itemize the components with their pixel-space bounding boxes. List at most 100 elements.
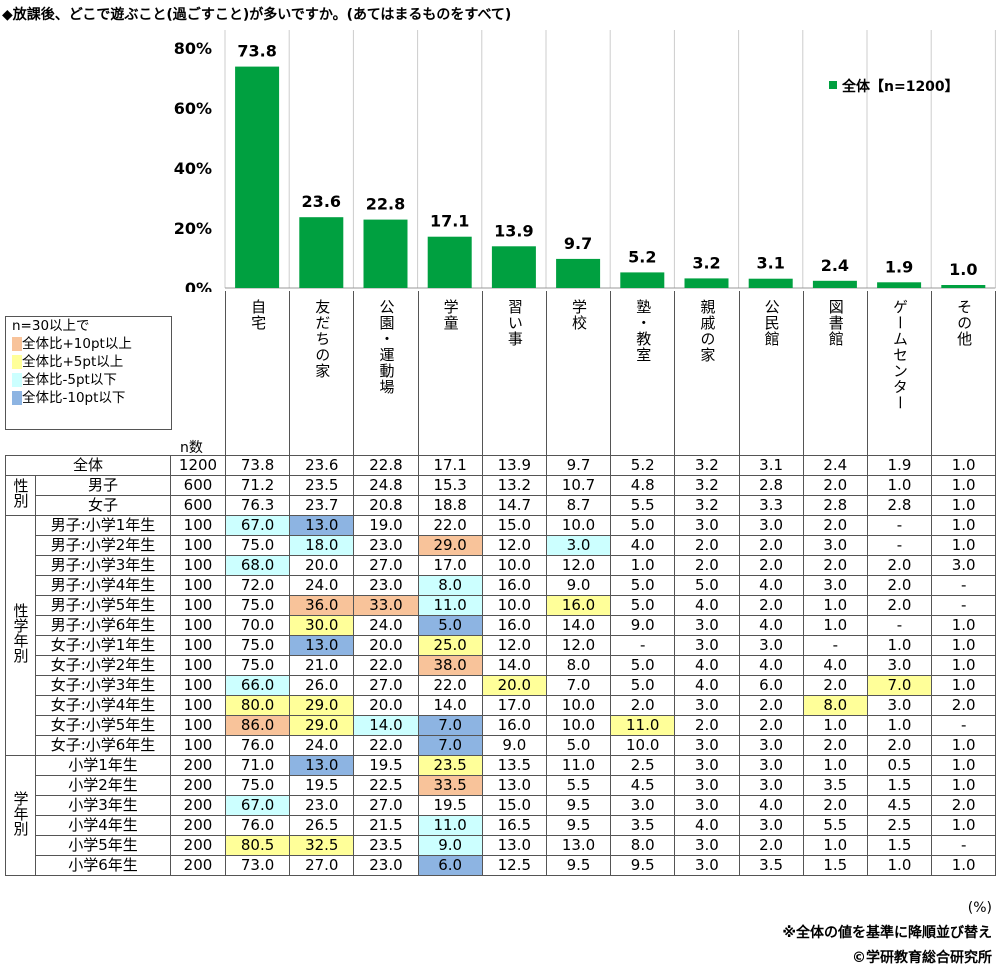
value-cell: 10.0 <box>481 595 547 616</box>
value-cell: 15.3 <box>417 475 483 496</box>
row-label: 女子:小学4年生 <box>35 695 171 716</box>
value-cell: 2.8 <box>802 495 868 516</box>
column-header-label: 習い事 <box>505 299 524 347</box>
value-cell: 10.0 <box>545 715 612 736</box>
value-cell: 25.0 <box>417 635 483 656</box>
value-cell: 7.0 <box>866 675 933 696</box>
value-cell: 16.0 <box>545 595 612 616</box>
value-cell: 1.0 <box>931 635 997 656</box>
value-cell: 7.0 <box>417 715 483 736</box>
row-label: 男子:小学6年生 <box>35 615 171 636</box>
crosstab-table: 自宅 友だちの家 公園・運動場 学童 習い事 学校 塾・教室 親戚の家 公民館 図書館 ゲームセンタ… <box>5 291 997 876</box>
legend-item-label: 全体比+5pt以上 <box>22 354 124 370</box>
value-cell: 1.0 <box>931 495 997 516</box>
value-cell: 1.0 <box>866 855 933 876</box>
row-label: 男子:小学5年生 <box>35 595 171 616</box>
value-cell: 4.0 <box>738 575 804 596</box>
y-tick-label: 20% <box>174 219 212 238</box>
n-count: 100 <box>170 615 226 636</box>
value-cell: 2.0 <box>931 795 997 816</box>
y-tick-label: 0% <box>185 279 212 292</box>
bar-value-label: 3.1 <box>757 254 785 273</box>
value-cell: 13.0 <box>481 835 547 856</box>
value-cell: 3.2 <box>674 495 740 516</box>
value-cell: 3.0 <box>802 535 868 556</box>
value-cell: 13.0 <box>481 775 547 796</box>
value-cell: 67.0 <box>224 515 291 536</box>
value-cell: 9.5 <box>545 815 612 836</box>
n-count: 600 <box>170 475 226 496</box>
value-cell: 5.0 <box>545 735 612 756</box>
value-cell: 4.0 <box>802 655 868 676</box>
value-cell: 33.5 <box>417 775 483 796</box>
bar-value-label: 5.2 <box>628 247 656 266</box>
row-label: 男子:小学2年生 <box>35 535 171 556</box>
value-cell: - <box>866 535 933 556</box>
value-cell: 4.0 <box>738 795 804 816</box>
table-row: 女子 600 76.3 23.7 20.8 18.8 14.7 8.7 5.5 3.2 3.3 2.8… <box>6 495 997 516</box>
value-cell: 1.0 <box>931 815 997 836</box>
value-cell: 10.0 <box>481 555 547 576</box>
value-cell: 6.0 <box>417 855 483 876</box>
n-count: 100 <box>170 635 226 656</box>
value-cell: - <box>931 835 997 856</box>
value-cell: 86.0 <box>224 715 291 736</box>
value-cell: 1.0 <box>931 455 997 476</box>
value-cell: 3.0 <box>738 815 804 836</box>
value-cell: 2.0 <box>738 595 804 616</box>
y-tick-label: 60% <box>174 99 212 118</box>
value-cell: 12.0 <box>481 535 547 556</box>
value-cell: 68.0 <box>224 555 291 576</box>
row-label: 女子:小学2年生 <box>35 655 171 676</box>
bar-図書館 <box>812 280 857 288</box>
n-count: 100 <box>170 675 226 696</box>
bar-塾・教室 <box>620 272 665 288</box>
row-label: 女子:小学1年生 <box>35 635 171 656</box>
value-cell: 15.0 <box>481 795 547 816</box>
value-cell: 23.0 <box>353 855 419 876</box>
value-cell: 3.2 <box>674 455 740 476</box>
value-cell: 75.0 <box>224 535 291 556</box>
bar-公民館 <box>748 278 793 288</box>
value-cell: 20.0 <box>353 635 419 656</box>
value-cell: 3.0 <box>738 735 804 756</box>
table-row: 小学6年生 200 73.0 27.0 23.0 6.0 12.5 9.5 9.5 3.0 3.5 1… <box>6 855 997 876</box>
value-cell: 27.0 <box>353 555 419 576</box>
table-row: 男子:小学2年生 100 75.0 18.0 23.0 29.0 12.0 3.0 4.0 2.0… <box>6 535 997 556</box>
n-count: 200 <box>170 835 226 856</box>
value-cell: 3.0 <box>674 835 740 856</box>
value-cell: 18.8 <box>417 495 483 516</box>
bar-習い事 <box>491 246 536 288</box>
value-cell: 23.0 <box>353 535 419 556</box>
value-cell: 3.0 <box>674 735 740 756</box>
column-header: 学童 <box>417 291 483 456</box>
value-cell: 2.0 <box>738 715 804 736</box>
legend-label: 全体【n=1200】 <box>841 78 959 95</box>
value-cell: 71.2 <box>224 475 291 496</box>
value-cell: 15.0 <box>481 515 547 536</box>
column-header: ゲームセンター <box>866 291 933 456</box>
bar-value-label: 1.0 <box>949 260 977 279</box>
value-cell: 3.0 <box>931 555 997 576</box>
row-label: 女子:小学6年生 <box>35 735 171 756</box>
column-header: 図書館 <box>802 291 868 456</box>
value-cell: 8.0 <box>610 835 676 856</box>
legend-item: 全体比+10pt以上 <box>6 335 171 353</box>
value-cell: 13.0 <box>289 635 355 656</box>
value-cell: 2.5 <box>866 815 933 836</box>
value-cell: 27.0 <box>289 855 355 876</box>
value-cell: 12.0 <box>545 635 612 656</box>
row-label: 男子 <box>35 475 171 496</box>
value-cell: 14.0 <box>417 695 483 716</box>
n-count: 100 <box>170 715 226 736</box>
column-header: 自宅 <box>224 291 291 456</box>
bar-value-label: 1.9 <box>885 257 913 276</box>
value-cell: 9.0 <box>481 735 547 756</box>
bar-自宅 <box>235 66 280 288</box>
value-cell: 23.5 <box>289 475 355 496</box>
value-cell: 70.0 <box>224 615 291 636</box>
n-count: 100 <box>170 515 226 536</box>
value-cell: 67.0 <box>224 795 291 816</box>
value-cell: 2.0 <box>931 695 997 716</box>
value-cell: 1.0 <box>931 775 997 796</box>
